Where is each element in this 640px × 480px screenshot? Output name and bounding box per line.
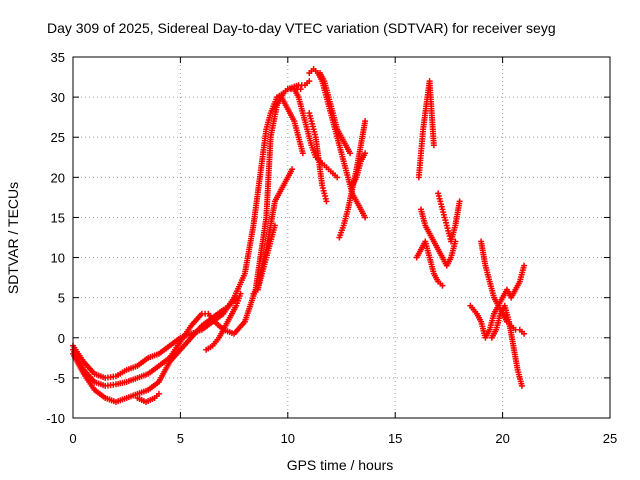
data-point (289, 166, 296, 173)
data-point (299, 150, 306, 157)
data-point (237, 290, 244, 297)
series-track-9 (278, 94, 306, 157)
y-tick-label: 25 (51, 130, 65, 145)
series-track-2 (70, 78, 313, 389)
series-track-12 (306, 110, 330, 205)
data-point (456, 198, 463, 205)
series-track-15 (415, 78, 437, 181)
y-tick-label: -5 (53, 371, 65, 386)
y-tick-label: 35 (51, 50, 65, 65)
series-track-17 (417, 206, 459, 269)
data-point (334, 174, 341, 181)
series-track-16 (413, 238, 446, 289)
y-tick-label: 30 (51, 90, 65, 105)
x-axis-label: GPS time / hours (287, 457, 394, 473)
data-point (297, 86, 304, 93)
data-point (362, 214, 369, 221)
data-point (521, 330, 528, 337)
y-tick-labels: -10 -5 0 5 10 15 20 25 30 35 (46, 50, 65, 426)
x-tick-label: 10 (281, 431, 295, 446)
series-track-4 (134, 390, 162, 405)
data-point (347, 150, 354, 157)
series-track-3 (70, 294, 240, 405)
data-point (323, 198, 330, 205)
data-points (70, 66, 528, 405)
y-tick-label: 0 (58, 331, 65, 346)
data-point (271, 222, 278, 229)
data-point (362, 150, 369, 157)
series-track-8 (291, 86, 341, 181)
series-track-18 (435, 190, 463, 245)
data-point (430, 142, 437, 149)
data-point (362, 118, 369, 125)
x-tick-label: 15 (388, 431, 402, 446)
y-axis-label: SDTVAR / TECUs (5, 182, 21, 294)
x-tick-label: 20 (495, 431, 509, 446)
y-tick-label: -10 (46, 411, 65, 426)
data-point (521, 262, 528, 269)
x-tick-label: 0 (69, 431, 76, 446)
series-track-7 (250, 222, 278, 297)
data-point (155, 390, 162, 397)
y-tick-label: 10 (51, 251, 65, 266)
plot-frame (72, 56, 611, 419)
x-tick-label: 5 (177, 431, 184, 446)
y-tick-label: 20 (51, 170, 65, 185)
chart-title: Day 309 of 2025, Sidereal Day-to-day VTE… (47, 20, 556, 36)
x-tick-label: 25 (603, 431, 617, 446)
series-track-11 (317, 70, 354, 157)
y-tick-label: 5 (58, 291, 65, 306)
data-point (306, 78, 313, 85)
axis-ticks (72, 56, 611, 419)
x-tick-labels: 0 5 10 15 20 25 (69, 431, 617, 446)
series-track-5 (203, 290, 244, 353)
y-tick-label: 15 (51, 210, 65, 225)
series-track-14 (349, 150, 369, 189)
series-track-21 (488, 302, 525, 389)
data-point (518, 382, 525, 389)
data-point (439, 282, 446, 289)
series-track-22 (499, 262, 528, 301)
